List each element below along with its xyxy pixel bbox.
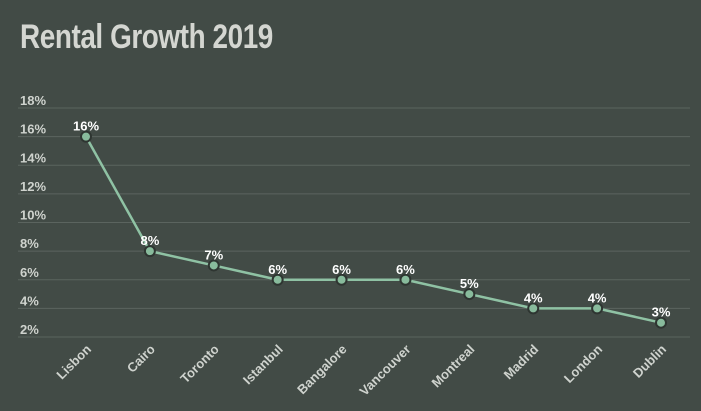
data-label: 4%: [524, 290, 543, 305]
x-tick-label: Bangalore: [294, 342, 350, 398]
series-layer: [80, 130, 667, 329]
data-point: [591, 302, 604, 315]
x-tick-label: Madrid: [501, 341, 542, 382]
y-tick-label: 4%: [20, 293, 39, 308]
y-tick-label: 6%: [20, 265, 39, 280]
x-tick-label: Toronto: [177, 341, 222, 386]
x-tick-label: Dublin: [630, 341, 669, 380]
data-point: [271, 273, 284, 286]
data-label: 6%: [268, 262, 287, 277]
x-tick-label: Cairo: [124, 341, 158, 375]
y-tick-label: 12%: [20, 179, 46, 194]
y-tick-label: 8%: [20, 236, 39, 251]
x-tick-label: Istanbul: [240, 342, 286, 388]
y-tick-label: 18%: [20, 93, 46, 108]
y-tick-label: 2%: [20, 322, 39, 337]
data-point: [463, 288, 476, 301]
data-point: [335, 273, 348, 286]
x-axis-ticks: Lisbon Cairo Toronto Istanbul Bangalore Vanco…: [53, 341, 669, 398]
data-label: 8%: [140, 233, 159, 248]
data-point: [80, 130, 92, 143]
data-point: [207, 259, 220, 272]
y-tick-label: 14%: [20, 150, 46, 165]
x-tick-label: Vancouver: [356, 342, 413, 399]
chart-title: Rental Growth 2019: [20, 18, 273, 56]
x-tick-label: Montreal: [429, 342, 478, 391]
data-labels: 16% 8% 7% 6% 6% 6% 5% 4% 4% 3%: [73, 119, 671, 320]
data-label: 4%: [588, 290, 607, 305]
data-label: 6%: [332, 262, 351, 277]
data-point: [143, 245, 156, 258]
y-tick-label: 10%: [20, 208, 46, 223]
data-label: 16%: [73, 119, 99, 134]
x-tick-label: Lisbon: [53, 341, 94, 382]
data-label: 6%: [396, 262, 415, 277]
data-point: [655, 316, 667, 329]
data-point: [527, 302, 540, 315]
data-point: [399, 273, 412, 286]
data-label: 7%: [204, 247, 223, 262]
x-tick-label: London: [561, 341, 605, 385]
data-label: 5%: [460, 276, 479, 291]
y-axis-ticks: 2% 4% 6% 8% 10% 12% 14% 16% 18%: [20, 93, 46, 337]
series-line: [84, 136, 662, 324]
data-label: 3%: [652, 305, 671, 320]
y-tick-label: 16%: [20, 122, 46, 137]
